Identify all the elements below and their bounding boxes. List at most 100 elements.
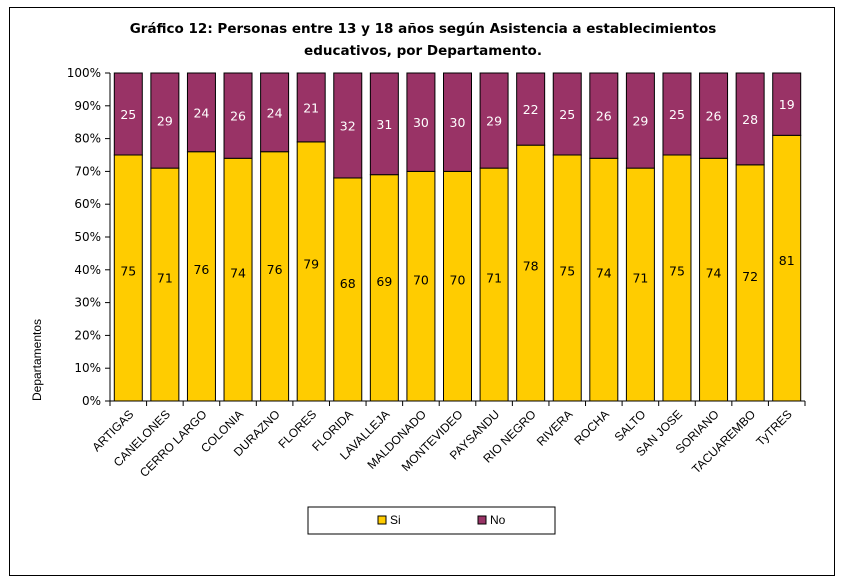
bar-si-canelones xyxy=(150,167,180,402)
data-label-si: 76 xyxy=(267,262,283,277)
bar-no-maldonado xyxy=(406,72,436,172)
x-category-label: TyTRES xyxy=(753,407,794,448)
y-tick-label: 50% xyxy=(74,230,101,244)
data-label-si: 76 xyxy=(193,262,209,277)
y-tick-label: 20% xyxy=(74,328,101,342)
bar-si-rio-negro xyxy=(516,144,546,402)
data-label-si: 75 xyxy=(669,264,685,279)
bar-si-durazno xyxy=(260,151,290,402)
bar-no-cerro-largo xyxy=(186,72,216,153)
bar-no-san-jose xyxy=(662,72,692,156)
data-label-si: 75 xyxy=(559,264,575,279)
data-label-no: 24 xyxy=(193,105,209,120)
bar-no-florida xyxy=(333,72,363,179)
data-label-no: 29 xyxy=(632,114,648,129)
data-label-no: 21 xyxy=(303,100,319,115)
y-tick-label: 60% xyxy=(74,197,101,211)
x-category-label: ROCHA xyxy=(571,407,612,448)
data-label-si: 72 xyxy=(742,269,758,284)
bar-si-colonia xyxy=(223,157,253,402)
data-label-no: 22 xyxy=(523,102,539,117)
bar-si-cerro-largo xyxy=(186,151,216,402)
bar-si-san-jose xyxy=(662,154,692,402)
bar-no-paysandu xyxy=(479,72,509,169)
bar-no-canelones xyxy=(150,72,180,169)
data-label-no: 19 xyxy=(779,97,795,112)
legend-swatch-si xyxy=(377,515,387,525)
data-label-si: 68 xyxy=(340,276,356,291)
data-label-no: 25 xyxy=(559,107,575,122)
data-label-si: 70 xyxy=(450,272,466,287)
bar-si-soriano xyxy=(699,157,729,402)
bar-si-montevideo xyxy=(443,170,472,402)
data-label-si: 79 xyxy=(303,257,319,272)
legend-swatch-no xyxy=(477,515,487,525)
bar-no-tacuarembo xyxy=(735,72,765,166)
legend-label-si: Si xyxy=(390,513,401,527)
bar-si-tytres xyxy=(772,134,802,402)
bar-si-rivera xyxy=(552,154,582,402)
data-label-si: 71 xyxy=(157,271,173,286)
y-tick-label: 80% xyxy=(74,132,101,146)
x-category-label: TACUAREMBO xyxy=(689,407,758,476)
data-label-si: 74 xyxy=(706,265,722,280)
data-label-no: 26 xyxy=(230,109,246,124)
data-label-si: 74 xyxy=(596,265,612,280)
data-label-si: 78 xyxy=(523,258,539,273)
y-tick-label: 40% xyxy=(74,263,101,277)
chart-data-labels: 75 25 71 29 76 24 74 26 76 24 79 21 68 32 69 31 70 30 70 30… xyxy=(120,97,794,291)
y-axis-label: Departamentos xyxy=(30,319,44,401)
bar-no-lavalleja xyxy=(369,72,399,176)
y-tick-label: 70% xyxy=(74,164,101,178)
chart-legend: Si No xyxy=(307,506,556,535)
bar-si-tacuarembo xyxy=(735,164,765,402)
chart-frame: Gráfico 12: Personas entre 13 y 18 años … xyxy=(9,7,835,576)
x-category-label: RIVERA xyxy=(534,407,575,448)
data-label-no: 30 xyxy=(450,115,466,130)
chart-title-line-1: Gráfico 12: Personas entre 13 y 18 años … xyxy=(129,21,717,37)
data-label-no: 29 xyxy=(157,114,173,129)
data-label-no: 26 xyxy=(706,109,722,124)
data-label-no: 26 xyxy=(596,109,612,124)
y-tick-label: 30% xyxy=(74,296,101,310)
bar-no-artigas xyxy=(113,72,143,156)
chart-bars xyxy=(113,72,802,402)
data-label-no: 30 xyxy=(413,115,429,130)
data-label-no: 25 xyxy=(669,107,685,122)
bar-no-montevideo xyxy=(443,72,472,172)
chart-title: Gráfico 12: Personas entre 13 y 18 años … xyxy=(10,18,836,62)
chart-plot: 0% 10% 20% 30% 40% 50% 60% 70% 80% 90% 100% 75 25 71… xyxy=(30,66,806,535)
chart-title-line-2: educativos, por Departamento. xyxy=(304,43,542,59)
bar-si-rocha xyxy=(589,157,619,402)
data-label-no: 32 xyxy=(340,118,356,133)
bar-no-soriano xyxy=(699,72,729,159)
legend-box xyxy=(307,506,556,535)
data-label-si: 71 xyxy=(486,271,502,286)
bar-no-tytres xyxy=(772,72,802,136)
y-tick-label: 10% xyxy=(74,361,101,375)
bar-no-colonia xyxy=(223,72,253,159)
bar-si-florida xyxy=(333,177,363,402)
bar-no-salto xyxy=(625,72,655,169)
y-tick-label: 100% xyxy=(67,66,101,80)
bar-si-salto xyxy=(625,167,655,402)
legend-label-no: No xyxy=(490,513,506,527)
bar-si-artigas xyxy=(113,154,143,402)
y-tick-label: 90% xyxy=(74,99,101,113)
bar-si-flores xyxy=(296,141,326,402)
data-label-no: 29 xyxy=(486,114,502,129)
bar-no-durazno xyxy=(260,72,290,153)
data-label-si: 69 xyxy=(376,274,392,289)
bar-si-maldonado xyxy=(406,170,436,402)
bar-no-rocha xyxy=(589,72,619,159)
data-label-no: 31 xyxy=(376,117,392,132)
y-tick-label: 0% xyxy=(82,394,101,408)
bar-no-rivera xyxy=(552,72,582,156)
data-label-no: 24 xyxy=(267,105,283,120)
data-label-no: 25 xyxy=(120,107,136,122)
data-label-si: 81 xyxy=(779,253,795,268)
data-label-si: 71 xyxy=(632,271,648,286)
bar-no-rio-negro xyxy=(516,72,546,146)
data-label-si: 70 xyxy=(413,272,429,287)
